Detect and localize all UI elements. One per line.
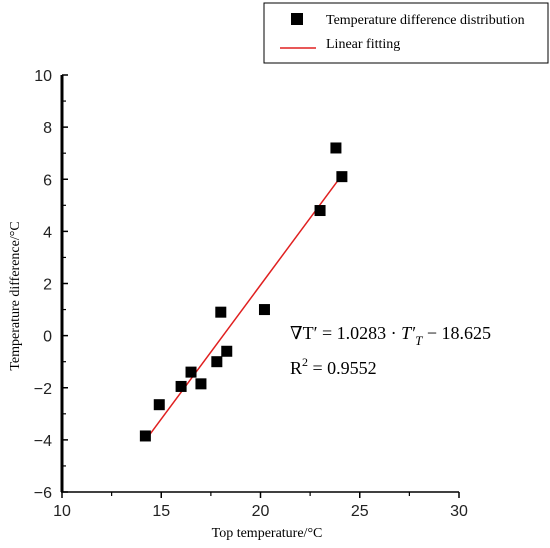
x-tick-label: 15 — [152, 503, 170, 520]
fit-equation-prefix: ∇T′ = 1.0283 · — [290, 323, 401, 343]
data-point — [175, 380, 187, 392]
data-point — [258, 304, 270, 316]
fit-line-layer — [144, 174, 343, 441]
y-tick-label: 8 — [43, 120, 52, 137]
y-tick-label: −6 — [34, 485, 52, 502]
r-squared-exponent: 2 — [302, 355, 308, 369]
y-tick-label: 6 — [43, 172, 52, 189]
x-tick-label: 30 — [450, 503, 468, 520]
y-tick-label: −4 — [34, 433, 52, 450]
y-tick-label: 10 — [34, 68, 52, 85]
data-point — [211, 356, 223, 368]
fit-equation-subscript: T — [415, 333, 423, 348]
data-point — [195, 378, 207, 390]
r-squared-label: R — [290, 358, 302, 378]
data-point — [139, 430, 151, 442]
legend-label-scatter: Temperature difference distribution — [326, 13, 525, 28]
r-squared-value: = 0.9552 — [308, 358, 377, 378]
data-point — [185, 366, 197, 378]
x-tick-label: 10 — [53, 503, 71, 520]
x-ticks: 10 15 20 25 30 — [53, 492, 468, 520]
fit-equation-variable: T′ — [401, 323, 416, 343]
data-point — [336, 171, 348, 183]
legend: Temperature difference distribution Line… — [263, 2, 549, 64]
data-point — [215, 306, 227, 318]
x-tick-label: 20 — [252, 503, 270, 520]
legend-marker-scatter — [291, 13, 303, 25]
data-point — [153, 399, 165, 411]
data-point — [330, 142, 342, 154]
data-point — [221, 345, 233, 357]
r-squared: R2 = 0.9552 — [290, 355, 377, 378]
equation-annotation: ∇T′ = 1.0283 · T′T − 18.625 R2 = 0.9552 — [290, 323, 491, 378]
x-axis-title: Top temperature/°C — [212, 526, 323, 541]
legend-label-line: Linear fitting — [326, 37, 400, 52]
fit-line — [144, 174, 343, 441]
fit-equation-suffix: − 18.625 — [422, 323, 491, 343]
fit-equation: ∇T′ = 1.0283 · T′T − 18.625 — [290, 323, 491, 348]
y-axis-title: Temperature difference/°C — [8, 221, 23, 370]
y-tick-label: −2 — [34, 381, 52, 398]
x-tick-label: 25 — [351, 503, 369, 520]
y-tick-label: 2 — [43, 277, 52, 294]
y-tick-label: 0 — [43, 329, 52, 346]
data-point — [314, 205, 326, 217]
y-ticks: −6 −4 −2 0 2 4 6 8 10 — [34, 68, 68, 502]
points-layer — [139, 142, 348, 442]
axes — [60, 75, 459, 493]
y-tick-label: 4 — [43, 224, 52, 241]
